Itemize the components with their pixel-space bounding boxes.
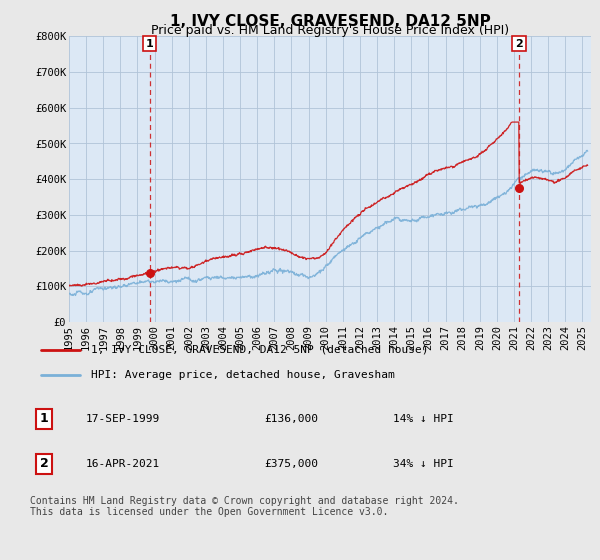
Text: £375,000: £375,000 [265, 459, 319, 469]
Text: 1, IVY CLOSE, GRAVESEND, DA12 5NP (detached house): 1, IVY CLOSE, GRAVESEND, DA12 5NP (detac… [91, 345, 429, 354]
Text: 17-SEP-1999: 17-SEP-1999 [86, 414, 160, 424]
Text: 14% ↓ HPI: 14% ↓ HPI [392, 414, 454, 424]
Text: 1: 1 [40, 413, 49, 426]
Text: 2: 2 [40, 458, 49, 470]
Text: 1, IVY CLOSE, GRAVESEND, DA12 5NP: 1, IVY CLOSE, GRAVESEND, DA12 5NP [170, 14, 490, 29]
Text: 16-APR-2021: 16-APR-2021 [86, 459, 160, 469]
Text: 1: 1 [146, 39, 154, 49]
Text: Contains HM Land Registry data © Crown copyright and database right 2024.
This d: Contains HM Land Registry data © Crown c… [30, 496, 459, 517]
Text: £136,000: £136,000 [265, 414, 319, 424]
Text: 2: 2 [515, 39, 523, 49]
Text: Price paid vs. HM Land Registry's House Price Index (HPI): Price paid vs. HM Land Registry's House … [151, 24, 509, 37]
Text: 34% ↓ HPI: 34% ↓ HPI [392, 459, 454, 469]
Text: HPI: Average price, detached house, Gravesham: HPI: Average price, detached house, Grav… [91, 371, 395, 380]
